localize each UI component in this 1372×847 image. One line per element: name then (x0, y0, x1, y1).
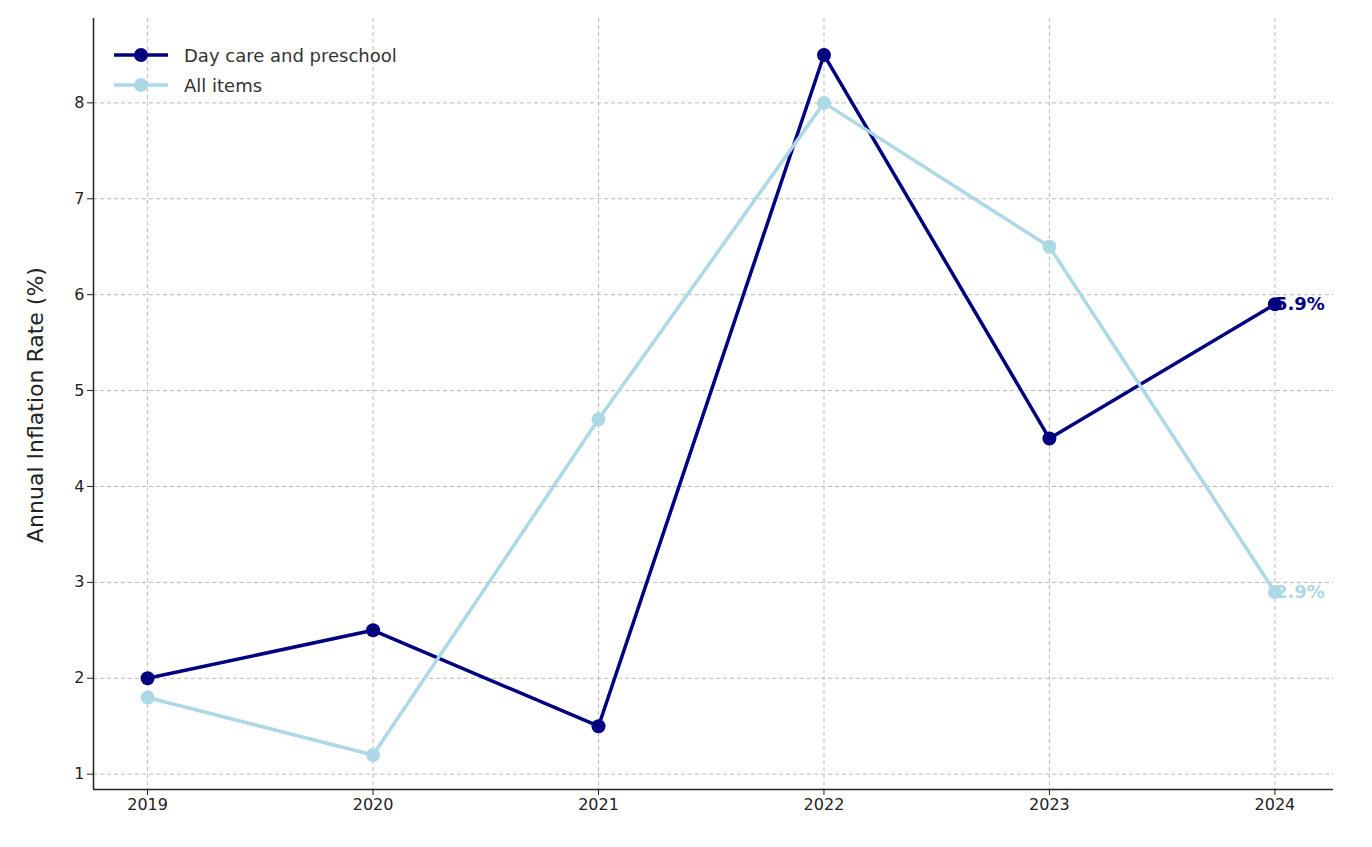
svg-text:8: 8 (74, 93, 84, 112)
svg-text:3: 3 (74, 572, 84, 591)
svg-text:2021: 2021 (578, 795, 619, 814)
html-text:Day care and preschool: Day care and preschool (184, 44, 397, 66)
html-text:Annual Inflation Rate (%): Annual Inflation Rate (%) (22, 267, 48, 543)
svg-text:2022: 2022 (804, 795, 845, 814)
svg-text:2019: 2019 (127, 795, 168, 814)
svg-text:5.9%: 5.9% (1275, 293, 1325, 314)
svg-text:4: 4 (74, 477, 84, 496)
svg-text:6: 6 (74, 285, 84, 304)
svg-text:2020: 2020 (353, 795, 394, 814)
svg-text:1: 1 (74, 764, 84, 783)
svg-text:2023: 2023 (1029, 795, 1070, 814)
svg-text:7: 7 (74, 189, 84, 208)
svg-text:5: 5 (74, 381, 84, 400)
svg-text:2024: 2024 (1255, 795, 1296, 814)
svg-text:2: 2 (74, 668, 84, 687)
svg-text:2.9%: 2.9% (1275, 581, 1325, 602)
html-text:All items: All items (184, 74, 263, 96)
